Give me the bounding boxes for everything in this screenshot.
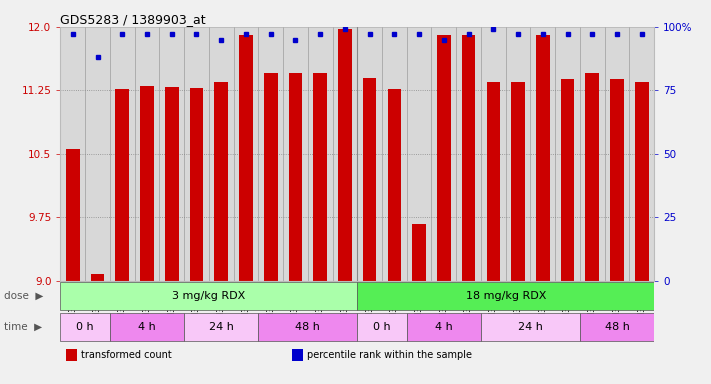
Bar (407, 313, 481, 341)
FancyBboxPatch shape (209, 27, 234, 280)
FancyBboxPatch shape (555, 27, 580, 280)
Text: 0 h: 0 h (76, 322, 94, 332)
FancyBboxPatch shape (530, 27, 555, 280)
FancyBboxPatch shape (506, 27, 530, 280)
Bar (536, 35, 550, 280)
Bar (190, 88, 203, 280)
FancyBboxPatch shape (258, 27, 283, 280)
Bar (60, 313, 110, 341)
FancyBboxPatch shape (481, 27, 506, 280)
FancyBboxPatch shape (110, 27, 134, 280)
Text: percentile rank within the sample: percentile rank within the sample (307, 350, 472, 360)
FancyBboxPatch shape (60, 27, 85, 280)
Text: dose  ▶: dose ▶ (4, 291, 43, 301)
Bar (239, 35, 253, 280)
FancyBboxPatch shape (159, 27, 184, 280)
Text: 24 h: 24 h (209, 322, 234, 332)
FancyBboxPatch shape (234, 27, 258, 280)
Bar (289, 73, 302, 280)
Bar (66, 149, 80, 280)
Bar (110, 313, 184, 341)
Text: 24 h: 24 h (518, 322, 543, 332)
Bar (314, 73, 327, 280)
Bar (264, 73, 277, 280)
Text: 4 h: 4 h (138, 322, 156, 332)
FancyBboxPatch shape (382, 27, 407, 280)
Bar (561, 79, 574, 280)
Bar (580, 313, 654, 341)
Bar (140, 86, 154, 280)
FancyBboxPatch shape (333, 27, 357, 280)
Bar (338, 30, 352, 280)
Text: GDS5283 / 1389903_at: GDS5283 / 1389903_at (60, 13, 206, 26)
Bar (91, 274, 105, 280)
FancyBboxPatch shape (456, 27, 481, 280)
Bar (258, 313, 357, 341)
Bar (66, 349, 77, 361)
Text: 4 h: 4 h (435, 322, 453, 332)
Bar (585, 73, 599, 280)
Bar (184, 313, 258, 341)
FancyBboxPatch shape (629, 27, 654, 280)
FancyBboxPatch shape (604, 27, 629, 280)
Text: 18 mg/kg RDX: 18 mg/kg RDX (466, 291, 546, 301)
Bar (60, 282, 357, 310)
Bar (215, 82, 228, 280)
FancyBboxPatch shape (308, 27, 333, 280)
Text: 48 h: 48 h (295, 322, 320, 332)
Bar (363, 78, 376, 280)
FancyBboxPatch shape (134, 27, 159, 280)
Text: 3 mg/kg RDX: 3 mg/kg RDX (172, 291, 245, 301)
Bar (486, 82, 500, 280)
Bar (115, 89, 129, 280)
Bar (481, 313, 580, 341)
Text: 0 h: 0 h (373, 322, 391, 332)
Text: transformed count: transformed count (81, 350, 172, 360)
FancyBboxPatch shape (432, 27, 456, 280)
Bar (357, 313, 407, 341)
Bar (635, 82, 648, 280)
FancyBboxPatch shape (407, 27, 432, 280)
Bar (387, 89, 401, 280)
Bar (357, 282, 654, 310)
FancyBboxPatch shape (580, 27, 604, 280)
Bar (165, 87, 178, 280)
Bar (461, 35, 476, 280)
FancyBboxPatch shape (85, 27, 110, 280)
FancyBboxPatch shape (357, 27, 382, 280)
Bar (292, 349, 303, 361)
Text: time  ▶: time ▶ (4, 322, 42, 332)
Bar (437, 35, 451, 280)
Text: 48 h: 48 h (604, 322, 629, 332)
Bar (610, 79, 624, 280)
FancyBboxPatch shape (184, 27, 209, 280)
FancyBboxPatch shape (283, 27, 308, 280)
Bar (511, 82, 525, 280)
Bar (412, 224, 426, 280)
